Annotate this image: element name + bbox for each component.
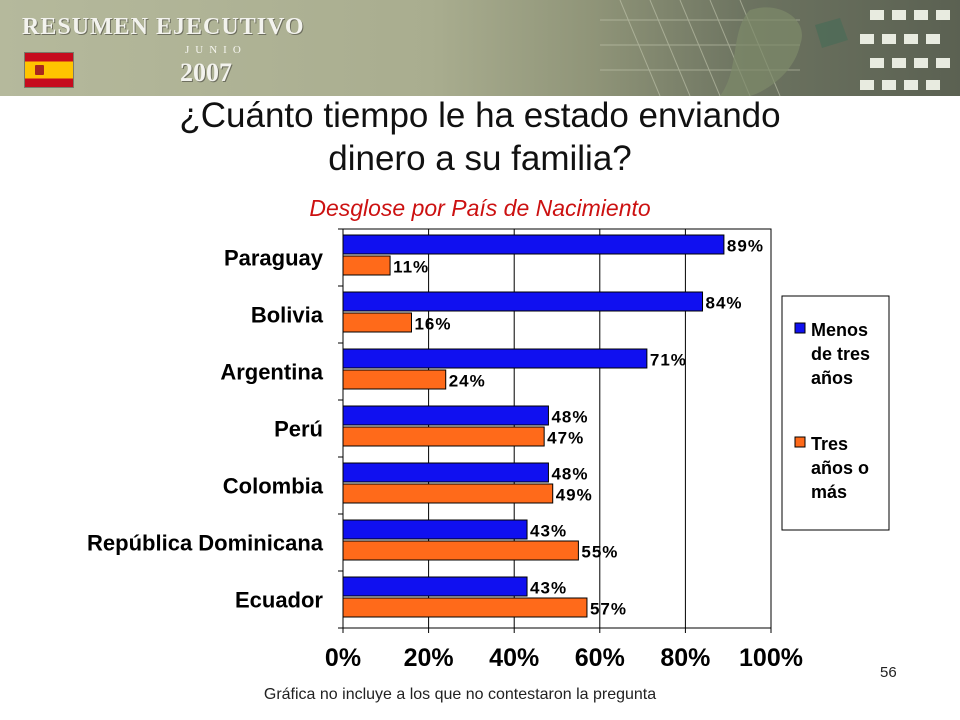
slide-title-line-2: dinero a su familia? — [328, 139, 632, 178]
data-label: 71% — [650, 351, 687, 370]
data-label: 11% — [393, 258, 429, 277]
data-label: 48% — [551, 408, 588, 427]
bar-tres-anos-o-mas — [342, 255, 391, 276]
data-label: 84% — [706, 294, 743, 313]
legend-label: años o — [811, 458, 869, 478]
legend-label: Tres — [811, 434, 848, 454]
bar-menos-de-tres-anos — [342, 291, 704, 312]
data-label: 57% — [590, 600, 627, 619]
slide-title-line-1: ¿Cuánto tiempo le ha estado enviando — [179, 96, 781, 135]
bar-tres-anos-o-mas — [342, 483, 554, 504]
legend-swatch — [794, 436, 806, 448]
data-label: 49% — [556, 486, 593, 505]
x-tick-label: 100% — [739, 644, 803, 672]
legend-box — [781, 295, 890, 531]
x-tick-label: 80% — [660, 644, 710, 672]
data-label: 24% — [449, 372, 486, 391]
bar-tres-anos-o-mas — [342, 540, 579, 561]
data-label: 47% — [547, 429, 584, 448]
banner-pattern — [600, 0, 950, 96]
data-label: 16% — [414, 315, 451, 334]
legend-label: de tres — [811, 344, 870, 364]
page-number: 56 — [880, 664, 897, 681]
spain-flag-icon — [24, 52, 74, 88]
category-label: República Dominicana — [87, 531, 324, 556]
category-label: Paraguay — [224, 246, 324, 271]
flag-emblem-icon — [35, 65, 44, 75]
chart-legend: Menos de tres años Tres años o más — [781, 295, 890, 531]
category-label: Colombia — [223, 474, 324, 499]
data-label: 43% — [530, 579, 567, 598]
bar-tres-anos-o-mas — [342, 426, 545, 447]
category-label: Bolivia — [251, 303, 324, 328]
bar-menos-de-tres-anos — [342, 462, 549, 483]
chart-footnote: Gráfica no incluye a los que no contesta… — [263, 686, 657, 703]
slide-subtitle: Desglose por País de Nacimiento — [309, 195, 651, 221]
chart-bars — [342, 234, 725, 618]
data-label: 89% — [727, 237, 764, 256]
bar-menos-de-tres-anos — [342, 348, 648, 369]
category-label: Argentina — [220, 360, 323, 385]
banner-month: JUNIO — [185, 44, 247, 56]
x-tick-label: 40% — [489, 644, 539, 672]
bar-menos-de-tres-anos — [342, 234, 725, 255]
bar-tres-anos-o-mas — [342, 369, 447, 390]
bar-menos-de-tres-anos — [342, 576, 528, 597]
data-label: 48% — [551, 465, 588, 484]
chart-labels: 89% 11% 84% 16% 71% 24% 48% 47% 48% 49% 43% 55% 43% 5… — [393, 237, 764, 619]
slide-title: ¿Cuánto tiempo le ha estado enviando din… — [80, 94, 880, 180]
x-tick-label: 0% — [325, 644, 361, 672]
bar-tres-anos-o-mas — [342, 597, 588, 618]
legend-label: más — [811, 482, 847, 502]
legend-swatch — [794, 322, 806, 334]
data-label: 43% — [530, 522, 567, 541]
chart-axis: 0% 20% 40% 60% 80% 100% Paraguay Bolivia Argenti… — [87, 228, 803, 672]
category-label: Perú — [274, 417, 323, 442]
header-banner: RESUMEN EJECUTIVO JUNIO 2007 — [0, 0, 960, 96]
banner-title: RESUMEN EJECUTIVO — [22, 14, 305, 40]
category-label: Ecuador — [235, 588, 323, 613]
x-tick-label: 60% — [575, 644, 625, 672]
legend-label: años — [811, 368, 853, 388]
bar-tres-anos-o-mas — [342, 312, 412, 333]
x-tick-label: 20% — [404, 644, 454, 672]
data-label: 55% — [581, 543, 618, 562]
bar-menos-de-tres-anos — [342, 405, 549, 426]
banner-year: 2007 — [180, 58, 232, 87]
legend-label: Menos — [811, 320, 868, 340]
bar-menos-de-tres-anos — [342, 519, 528, 540]
